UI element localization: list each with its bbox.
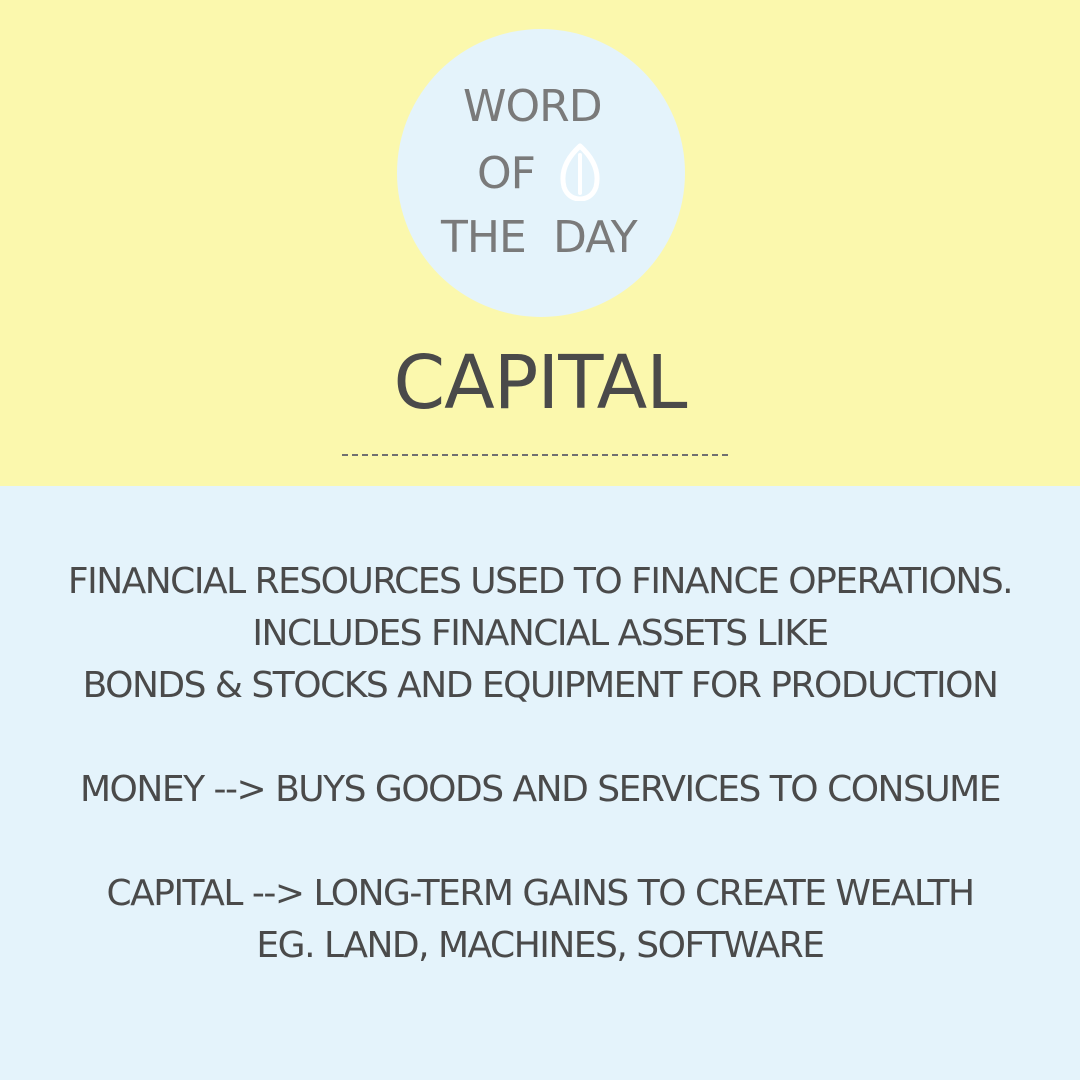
leaf-icon — [560, 143, 600, 201]
badge-word: WORD — [463, 81, 603, 132]
definition-line-2: INCLUDES FINANCIAL ASSETS LIKE — [252, 613, 829, 654]
bottom-panel — [0, 486, 1080, 1080]
page-title: CAPITAL — [393, 340, 687, 426]
badge-the: THE — [441, 212, 527, 263]
badge-of: OF — [477, 148, 536, 199]
definition-line-3: BONDS & STOCKS AND EQUIPMENT FOR PRODUCT… — [82, 665, 999, 706]
badge-day: DAY — [553, 212, 638, 263]
word-of-the-day-badge — [397, 29, 685, 317]
capital-examples: EG. LAND, MACHINES, SOFTWARE — [256, 925, 825, 966]
capital-comparison: CAPITAL --> LONG-TERM GAINS TO CREATE WE… — [106, 873, 975, 914]
dashed-divider — [342, 454, 728, 456]
money-comparison: MONEY --> BUYS GOODS AND SERVICES TO CON… — [80, 769, 1001, 810]
definition-line-1: FINANCIAL RESOURCES USED TO FINANCE OPER… — [67, 561, 1014, 602]
